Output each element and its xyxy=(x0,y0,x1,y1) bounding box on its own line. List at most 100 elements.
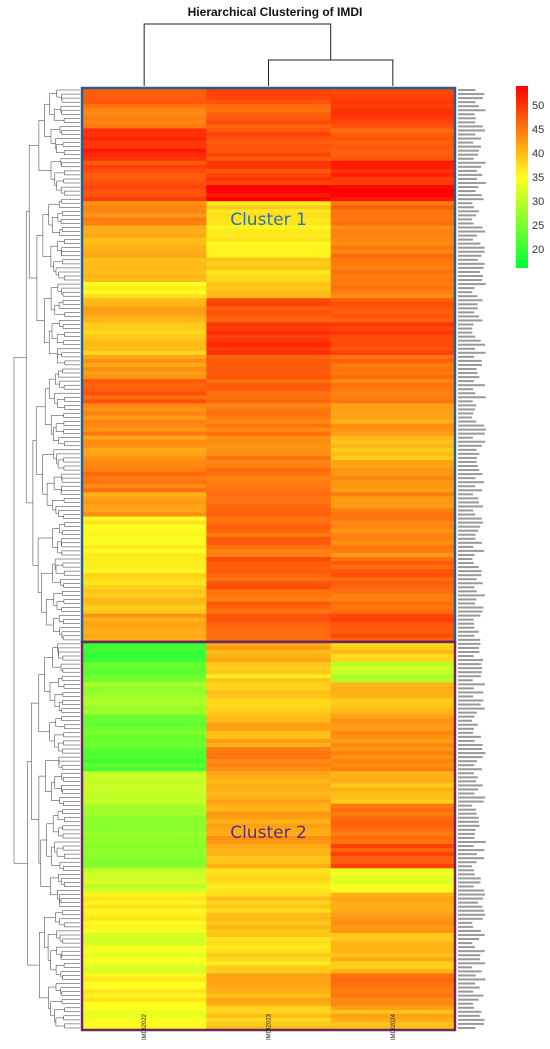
heatmap-cell-c0-b18-r3-col0 xyxy=(82,569,207,574)
heatmap-cell-c0-b10-r2-col0 xyxy=(82,330,207,336)
heatmap-cell-c0-b3-r4-col1 xyxy=(206,176,332,182)
row-dendrogram-link xyxy=(60,186,80,194)
row-label-mark xyxy=(458,169,477,172)
heatmap-cell-c0-b8-r1-col2 xyxy=(330,286,456,291)
heatmap-cell-c1-b2-r1-col1 xyxy=(206,686,332,691)
colorbar-tick-35: 35 xyxy=(532,172,544,184)
heatmap-cell-c1-b5-r5-col0 xyxy=(82,791,207,796)
heatmap-cell-c0-b10-r7-col2 xyxy=(330,350,456,356)
heatmap-cell-c0-b16-r3-col2 xyxy=(330,504,456,509)
heatmap-cell-c1-b8-r1-col1 xyxy=(206,872,332,877)
heatmap-cell-c0-b2-r6-col0 xyxy=(82,152,207,158)
heatmap-cell-c1-b10-r4-col0 xyxy=(82,949,207,954)
heatmap-cell-c1-b2-r5-col1 xyxy=(206,702,332,707)
row-dendrogram-link xyxy=(64,522,80,527)
colorbar-tick-40: 40 xyxy=(532,148,544,160)
row-label-mark xyxy=(458,485,476,488)
colorbar-tick-50: 50 xyxy=(532,100,544,112)
row-dendrogram-link xyxy=(59,861,80,869)
heatmap-cell-c1-b11-r1-col1 xyxy=(206,977,332,982)
row-dendrogram-link xyxy=(58,827,63,837)
row-label-mark xyxy=(458,869,475,872)
row-label-mark xyxy=(458,594,485,597)
heatmap-cell-c0-b14-r3-col2 xyxy=(330,447,456,453)
row-label-mark xyxy=(458,89,476,92)
heatmap-cell-c0-b14-r2-col0 xyxy=(82,443,207,449)
heatmap-cell-c0-b8-r3-col1 xyxy=(206,294,332,299)
row-label-mark xyxy=(458,905,483,908)
heatmap-cell-c1-b0-r3-col1 xyxy=(206,654,332,659)
heatmap-cell-c0-b7-r3-col2 xyxy=(330,269,456,275)
heatmap-cell-c1-b5-r6-col1 xyxy=(206,795,332,800)
heatmap-cell-c0-b9-r1-col2 xyxy=(330,302,456,307)
heatmap-cell-c0-b18-r3-col2 xyxy=(330,569,456,574)
heatmap-cell-c1-b10-r7-col2 xyxy=(330,961,456,966)
row-dendrogram-link xyxy=(63,340,80,345)
heatmap-cell-c0-b10-r6-col1 xyxy=(206,346,332,352)
row-dendrogram-link xyxy=(62,667,80,673)
heatmap-cell-c0-b11-r0-col1 xyxy=(206,354,332,360)
heatmap-cell-c0-b13-r3-col0 xyxy=(82,415,207,420)
row-dendrogram-link xyxy=(37,537,53,593)
heatmap-cell-c1-b11-r2-col0 xyxy=(82,981,207,986)
row-label-mark xyxy=(458,1002,473,1005)
heatmap-cell-c0-b13-r5-col2 xyxy=(330,423,456,428)
heatmap-cell-c1-b11-r3-col1 xyxy=(206,985,332,990)
heatmap-cell-c0-b18-r3-col1 xyxy=(206,569,332,574)
heatmap-cell-c0-b17-r1-col0 xyxy=(82,520,207,526)
row-dendrogram-link xyxy=(64,190,80,196)
row-label-mark xyxy=(458,335,476,338)
heatmap-cell-c0-b8-r0-col2 xyxy=(330,282,456,287)
heatmap-cell-c0-b10-r1-col2 xyxy=(330,326,456,331)
heatmap-cell-c0-b1-r4-col0 xyxy=(82,120,207,125)
row-dendrogram-link xyxy=(56,89,80,98)
row-dendrogram-link xyxy=(46,482,55,506)
heatmap-cell-c1-b0-r1-col0 xyxy=(82,645,207,651)
row-label-mark xyxy=(458,683,485,686)
row-label-mark xyxy=(458,642,481,645)
heatmap-cell-c0-b4-r0-col1 xyxy=(206,185,332,190)
heatmap-cell-c1-b8-r2-col0 xyxy=(82,876,207,881)
heatmap-cell-c0-b5-r2-col2 xyxy=(330,209,456,214)
heatmap-cell-c1-b12-r2-col1 xyxy=(206,1013,332,1019)
heatmap-cell-c0-b5-r5-col0 xyxy=(82,221,207,226)
row-label-mark xyxy=(458,460,477,463)
heatmap-cell-c0-b3-r0-col2 xyxy=(330,160,456,166)
heatmap-cell-c1-b7-r2-col2 xyxy=(330,852,456,857)
heatmap-cell-c0-b5-r5-col1 xyxy=(206,221,332,226)
heatmap-cell-c0-b9-r5-col2 xyxy=(330,318,456,323)
row-label-mark xyxy=(458,756,483,759)
heatmap-cell-c0-b0-r1-col1 xyxy=(206,92,332,97)
heatmap-cell-c1-b2-r5-col2 xyxy=(330,702,456,707)
row-dendrogram-link xyxy=(63,413,80,418)
row-label-mark xyxy=(458,121,476,124)
heatmap-cell-c0-b3-r3-col0 xyxy=(82,172,207,178)
heatmap-cell-c0-b13-r0-col2 xyxy=(330,403,456,408)
row-label-mark xyxy=(458,440,486,443)
heatmap-cell-c0-b9-r2-col2 xyxy=(330,306,456,311)
row-label-mark xyxy=(458,739,475,742)
row-label-mark xyxy=(458,877,481,880)
heatmap-cell-c1-b0-r4-col2 xyxy=(330,658,456,663)
row-label-mark xyxy=(458,145,482,148)
row-dendrogram-link xyxy=(60,971,80,978)
heatmap-cell-c0-b7-r5-col2 xyxy=(330,278,456,283)
row-label-mark xyxy=(458,962,486,965)
row-dendrogram-link xyxy=(63,275,80,281)
heatmap-cell-c0-b18-r5-col1 xyxy=(206,577,332,582)
heatmap-cell-c0-b20-r2-col2 xyxy=(330,621,456,627)
row-dendrogram-link xyxy=(48,203,60,226)
heatmap-cell-c0-b5-r5-col2 xyxy=(330,221,456,226)
heatmap-cell-c0-b18-r0-col1 xyxy=(206,556,332,562)
row-dendrogram-link xyxy=(61,999,80,1004)
heatmap-cell-c0-b19-r0-col0 xyxy=(82,589,207,594)
row-label-mark xyxy=(458,505,483,508)
heatmap-cell-c0-b19-r0-col1 xyxy=(206,589,332,594)
heatmap-cell-c1-b2-r7-col0 xyxy=(82,710,207,716)
heatmap-cell-c0-b17-r6-col1 xyxy=(206,540,332,546)
heatmap-cell-c1-b2-r6-col1 xyxy=(206,706,332,712)
heatmap-cell-c0-b18-r7-col1 xyxy=(206,585,332,590)
heatmap-cell-c0-b17-r7-col0 xyxy=(82,544,207,550)
row-dendrogram-link xyxy=(57,348,80,360)
heatmap-cell-c1-b5-r4-col0 xyxy=(82,787,207,792)
